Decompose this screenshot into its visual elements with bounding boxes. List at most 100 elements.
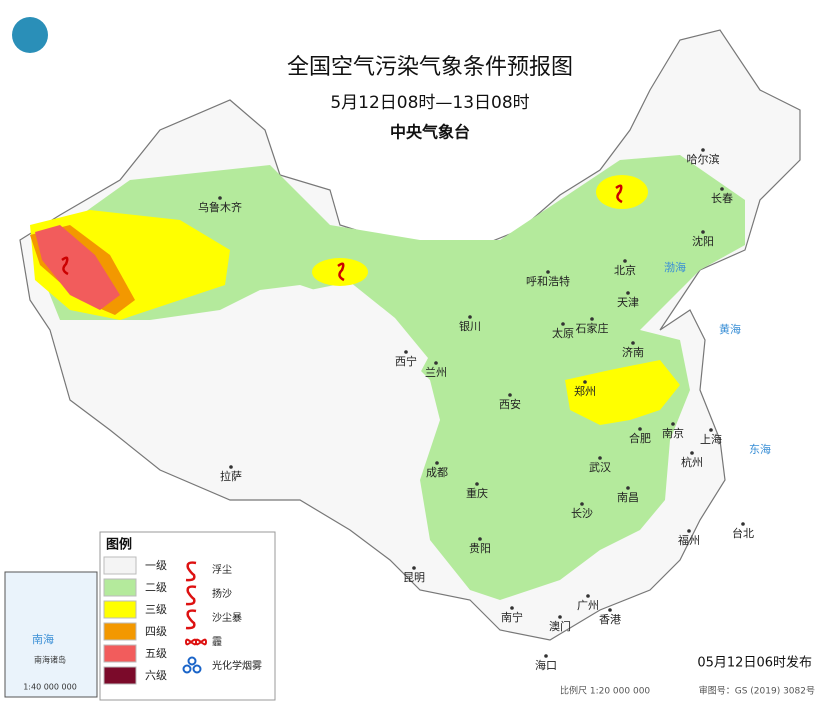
city-label: 福州 [678, 533, 700, 547]
city-label: 贵阳 [469, 542, 491, 555]
city-dot [671, 422, 675, 426]
sea-label: 黄海 [719, 322, 741, 336]
city-label: 西宁 [395, 354, 417, 368]
city-dot [544, 654, 548, 658]
legend-label: 扬沙 [212, 587, 232, 600]
city-dot [435, 461, 439, 465]
city-label: 南昌 [617, 491, 639, 504]
legend-swatch [103, 600, 137, 619]
city-dot [229, 465, 233, 469]
city-label: 太原 [552, 327, 574, 340]
city-label: 杭州 [681, 455, 703, 469]
city-label: 沈阳 [692, 234, 714, 248]
review-number: 审图号：GS (2019) 3082号 [699, 685, 815, 697]
legend-label: 六级 [145, 669, 167, 682]
city-label: 上海 [700, 432, 722, 446]
issued: 05月12日06时发布 [697, 655, 812, 671]
legend-label: 二级 [145, 581, 167, 594]
inset-box [4, 571, 98, 698]
city-label: 兰州 [425, 366, 447, 379]
city-label: 武汉 [589, 461, 611, 474]
city-label: 成都 [426, 466, 448, 479]
city-label: 南京 [662, 426, 684, 440]
city-dot [510, 606, 514, 610]
city-dot [583, 380, 587, 384]
city-dot [626, 486, 630, 490]
sea-label: 东海 [749, 442, 771, 456]
city-dot [508, 393, 512, 397]
legend-swatch [103, 622, 137, 641]
city-dot [561, 322, 565, 326]
city-label: 西安 [499, 397, 521, 411]
city-label: 拉萨 [220, 469, 242, 483]
level3-area [596, 175, 648, 209]
legend-label: 沙尘暴 [212, 612, 242, 624]
logo [12, 17, 48, 53]
city-dot [701, 148, 705, 152]
city-label: 银川 [459, 319, 481, 333]
city-label: 哈尔滨 [687, 152, 720, 166]
city-label: 昆明 [403, 571, 425, 584]
legend-label: 霾 [212, 636, 222, 648]
legend-label: 四级 [145, 625, 167, 638]
city-dot [687, 529, 691, 533]
level1-area [300, 282, 428, 402]
legend-swatch [103, 578, 137, 597]
city-dot [608, 608, 612, 612]
level3-area [565, 360, 680, 425]
city-label: 重庆 [466, 486, 488, 500]
city-dot [690, 451, 694, 455]
city-dot [404, 350, 408, 354]
legend-swatch [103, 644, 137, 663]
scale: 比例尺 1:20 000 000 [560, 685, 650, 697]
legend-swatch [103, 556, 137, 575]
city-dot [586, 594, 590, 598]
city-label: 呼和浩特 [526, 274, 570, 288]
legend-icon [185, 638, 208, 646]
city-label: 合肥 [629, 431, 651, 445]
legend-label: 一级 [145, 559, 167, 572]
blowing-sand-icon [337, 262, 345, 282]
city-dot [631, 341, 635, 345]
city-dot [558, 615, 562, 619]
legend-icon [187, 656, 197, 666]
city-dot [546, 270, 550, 274]
city-label: 长沙 [571, 507, 593, 520]
city-label: 济南 [622, 345, 644, 359]
city-dot [598, 456, 602, 460]
city-dot [701, 230, 705, 234]
issuer: 中央气象台 [390, 123, 470, 142]
title: 全国空气污染气象条件预报图 [287, 55, 573, 80]
city-label: 广州 [577, 599, 599, 612]
city-dot [638, 427, 642, 431]
legend-icon [185, 609, 197, 630]
sea-label: 渤海 [664, 260, 686, 274]
legend-icon [185, 585, 197, 606]
inset-scale: 1:40 000 000 [23, 683, 77, 692]
city-dot [478, 537, 482, 541]
city-dot [623, 259, 627, 263]
inset-title: 南海诸岛 [34, 655, 66, 665]
city-label: 石家庄 [576, 321, 609, 335]
city-label: 澳门 [549, 619, 571, 633]
legend-icon [182, 664, 192, 674]
city-dot [475, 482, 479, 486]
city-label: 郑州 [574, 384, 596, 398]
city-dot [412, 566, 416, 570]
city-dot [434, 361, 438, 365]
city-label: 天津 [617, 296, 639, 309]
legend-label: 三级 [145, 603, 167, 616]
city-label: 台北 [732, 526, 754, 540]
city-dot [468, 315, 472, 319]
legend-label: 光化学烟雾 [212, 659, 262, 672]
city-dot [626, 291, 630, 295]
city-dot [709, 428, 713, 432]
legend-icon [185, 561, 197, 582]
city-dot [720, 187, 724, 191]
level5-area [35, 225, 120, 310]
legend-icon [192, 664, 202, 674]
blowing-sand-icon [61, 256, 69, 276]
city-label: 南宁 [501, 610, 523, 624]
legend-label: 五级 [145, 647, 167, 660]
